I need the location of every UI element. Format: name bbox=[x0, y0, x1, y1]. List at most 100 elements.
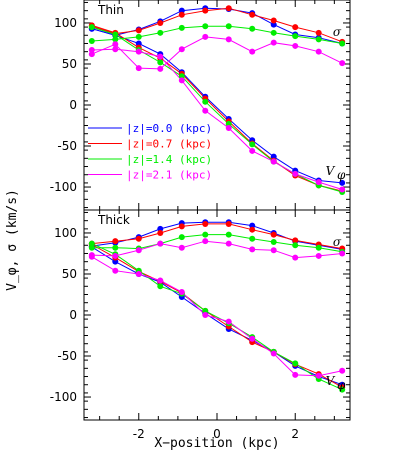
data-point-vphi bbox=[249, 141, 256, 148]
data-point-vphi bbox=[157, 59, 164, 66]
data-point-sigma bbox=[135, 65, 142, 72]
data-point-vphi bbox=[112, 46, 119, 53]
data-point-sigma bbox=[225, 36, 232, 43]
data-point-vphi bbox=[292, 170, 299, 177]
panel-label: Thin bbox=[97, 3, 124, 17]
data-point-vphi bbox=[112, 267, 119, 274]
legend-entry: |z|=0.0 (kpc) bbox=[126, 122, 212, 135]
data-point-sigma bbox=[157, 65, 164, 72]
series-line-vphi bbox=[91, 243, 343, 391]
y-tick-label: 100 bbox=[54, 226, 77, 240]
series-line-sigma bbox=[91, 25, 343, 44]
y-tick-label: 100 bbox=[54, 16, 77, 30]
series-line-vphi bbox=[91, 28, 343, 184]
data-point-vphi bbox=[178, 289, 185, 296]
data-point-sigma bbox=[249, 222, 256, 229]
data-point-sigma bbox=[249, 25, 256, 32]
data-point-vphi bbox=[270, 158, 277, 165]
data-point-sigma bbox=[270, 39, 277, 46]
data-point-sigma bbox=[315, 48, 322, 55]
data-point-sigma bbox=[339, 250, 346, 257]
data-point-sigma bbox=[157, 240, 164, 247]
series-line-sigma bbox=[91, 234, 343, 253]
data-point-sigma bbox=[135, 235, 142, 242]
data-point-sigma bbox=[112, 36, 119, 43]
data-point-vphi bbox=[135, 40, 142, 47]
data-point-sigma bbox=[202, 231, 209, 238]
y-tick-label: 50 bbox=[62, 57, 77, 71]
data-point-sigma bbox=[225, 5, 232, 12]
data-point-sigma bbox=[315, 29, 322, 36]
series-line-sigma bbox=[91, 36, 343, 70]
vphi-annotation: V bbox=[326, 164, 336, 178]
data-point-sigma bbox=[178, 223, 185, 230]
data-point-sigma bbox=[315, 244, 322, 251]
data-point-sigma bbox=[249, 226, 256, 233]
data-point-sigma bbox=[270, 21, 277, 28]
series-line-vphi bbox=[91, 24, 343, 192]
data-point-vphi bbox=[292, 371, 299, 378]
data-point-sigma bbox=[315, 36, 322, 43]
data-point-sigma bbox=[292, 42, 299, 49]
data-point-sigma bbox=[202, 23, 209, 30]
panel-label: Thick bbox=[97, 213, 130, 227]
data-point-vphi bbox=[225, 318, 232, 325]
data-point-sigma bbox=[249, 246, 256, 253]
data-point-sigma bbox=[112, 252, 119, 259]
legend-entry: |z|=2.1 (kpc) bbox=[126, 169, 212, 182]
series-line-vphi bbox=[91, 48, 343, 190]
data-point-sigma bbox=[202, 238, 209, 245]
plot-frame bbox=[83, 0, 351, 211]
data-point-sigma bbox=[292, 237, 299, 244]
data-point-vphi bbox=[202, 307, 209, 314]
data-point-vphi bbox=[249, 335, 256, 342]
data-point-vphi bbox=[315, 372, 322, 379]
y-tick-label: -100 bbox=[50, 180, 77, 194]
data-point-vphi bbox=[339, 386, 346, 393]
x-tick-label: 2 bbox=[291, 427, 299, 441]
data-point-vphi bbox=[178, 77, 185, 84]
series-line-sigma bbox=[91, 7, 343, 43]
data-point-vphi bbox=[315, 179, 322, 186]
y-tick-label: 0 bbox=[69, 308, 77, 322]
data-point-sigma bbox=[178, 46, 185, 53]
data-point-sigma bbox=[202, 7, 209, 14]
legend-entry: |z|=0.7 (kpc) bbox=[126, 138, 212, 151]
data-point-sigma bbox=[88, 51, 95, 58]
data-point-sigma bbox=[292, 254, 299, 261]
panel-thin: -100 -50 0 50 100 Thin σ V φ |z|=0.0 (kpc) |z|=0.7… bbox=[50, 0, 351, 211]
data-point-sigma bbox=[249, 48, 256, 55]
data-point-sigma bbox=[157, 29, 164, 36]
data-point-vphi bbox=[88, 24, 95, 31]
data-point-sigma bbox=[112, 238, 119, 245]
series-line-sigma bbox=[91, 240, 343, 259]
data-point-vphi bbox=[88, 240, 95, 247]
data-point-sigma bbox=[225, 240, 232, 247]
data-point-vphi bbox=[157, 283, 164, 290]
data-point-sigma bbox=[270, 247, 277, 254]
data-point-vphi bbox=[249, 147, 256, 154]
data-point-vphi bbox=[339, 179, 346, 186]
data-point-sigma bbox=[202, 33, 209, 40]
legend-entry: |z|=1.4 (kpc) bbox=[126, 153, 212, 166]
data-point-sigma bbox=[135, 247, 142, 254]
data-point-vphi bbox=[178, 73, 185, 80]
data-point-sigma bbox=[225, 23, 232, 30]
series-line-sigma bbox=[91, 223, 343, 250]
series-line-vphi bbox=[91, 256, 343, 377]
sigma-annotation: σ bbox=[333, 235, 342, 249]
data-point-vphi bbox=[202, 107, 209, 114]
data-point-vphi bbox=[339, 367, 346, 374]
data-point-sigma bbox=[88, 244, 95, 251]
data-point-sigma bbox=[178, 244, 185, 251]
data-point-sigma bbox=[135, 27, 142, 34]
data-point-sigma bbox=[135, 33, 142, 40]
data-point-vphi bbox=[202, 312, 209, 318]
series-line-sigma bbox=[91, 221, 343, 250]
data-point-sigma bbox=[292, 33, 299, 40]
x-axis-title: X−position (kpc) bbox=[154, 436, 279, 451]
vphi-subscript: φ bbox=[337, 378, 346, 392]
data-point-vphi bbox=[88, 47, 95, 54]
data-point-sigma bbox=[249, 235, 256, 242]
y-tick-label: 50 bbox=[62, 267, 77, 281]
